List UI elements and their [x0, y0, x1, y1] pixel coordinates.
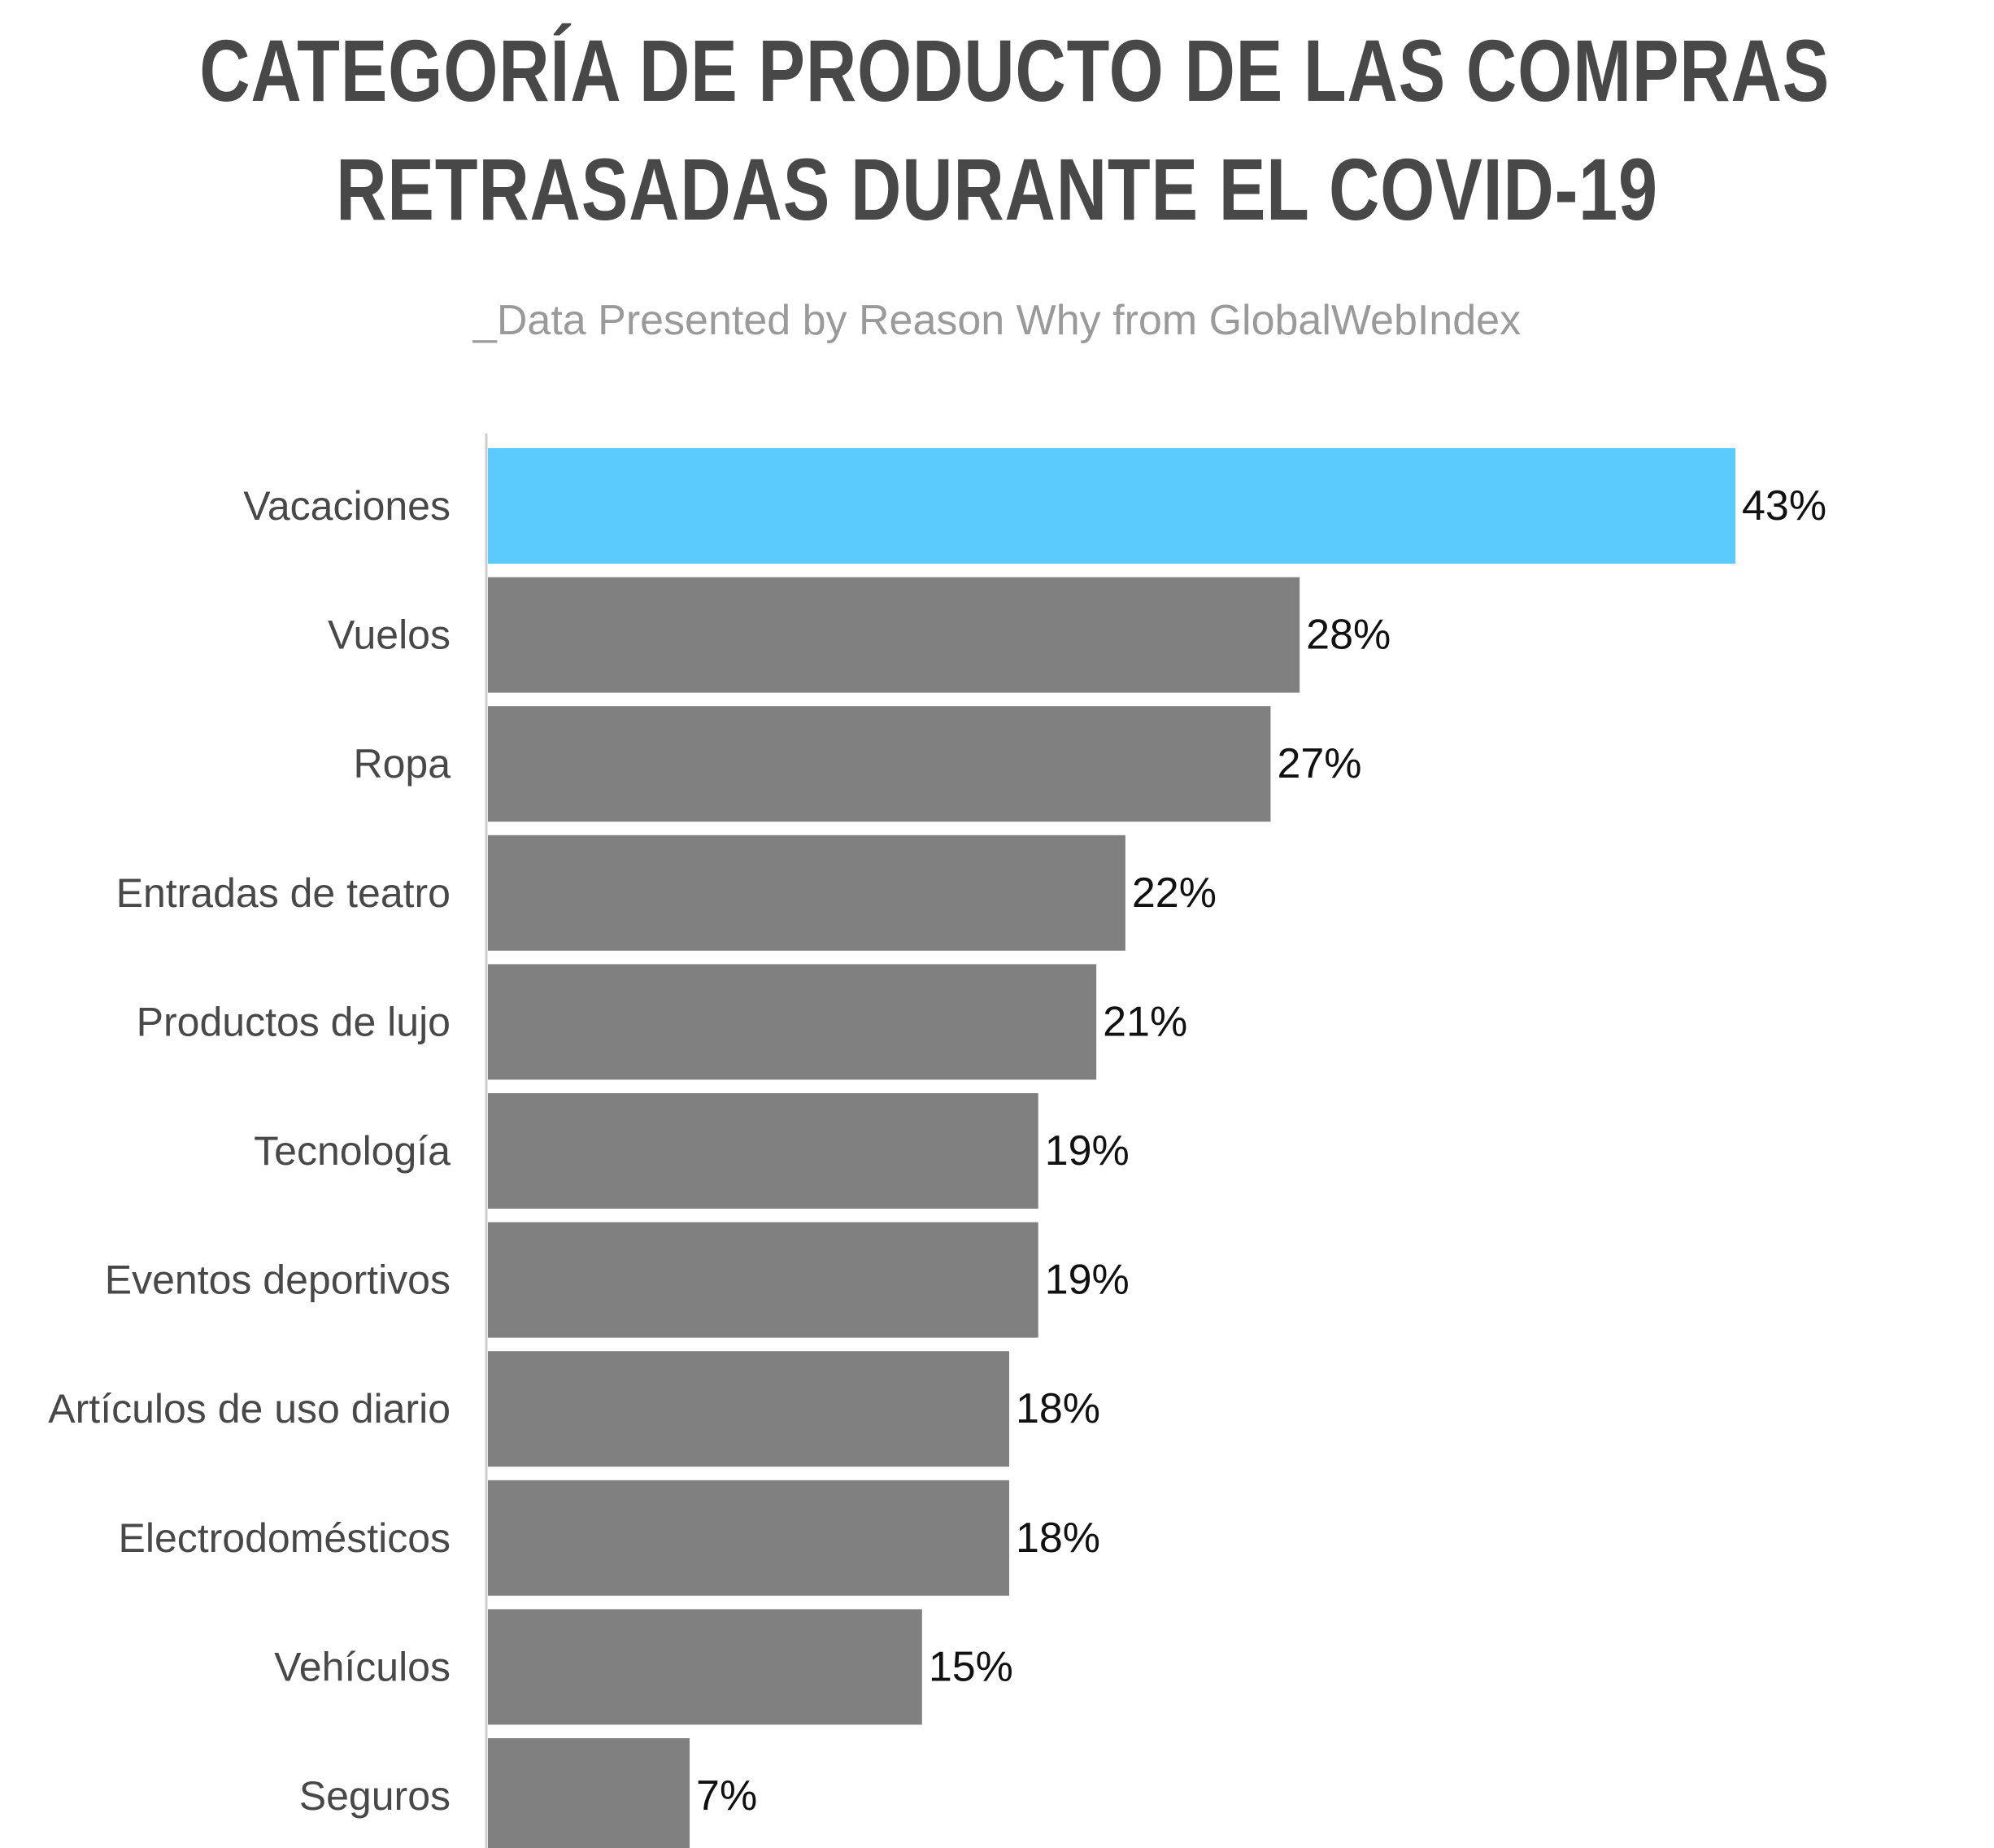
value-label: 18% [1016, 1385, 1100, 1432]
value-label: 43% [1742, 482, 1826, 530]
value-label: 27% [1277, 740, 1361, 787]
bar [488, 706, 1271, 822]
category-label: Vuelos [328, 612, 451, 658]
bar [488, 1093, 1038, 1209]
category-label: Electrodomésticos [119, 1515, 451, 1561]
bar [488, 1738, 690, 1848]
bar [488, 577, 1300, 693]
category-label: Vehículos [274, 1644, 451, 1689]
value-label: 19% [1045, 1257, 1130, 1304]
value-label: 15% [929, 1643, 1013, 1690]
value-label: 22% [1132, 870, 1217, 917]
category-label: Tecnología [254, 1128, 451, 1174]
bar [488, 448, 1735, 564]
bar [488, 1480, 1009, 1596]
category-label: Vacaciones [243, 483, 451, 529]
bar [488, 964, 1097, 1080]
chart-title-line-1: CATEGORÍA DE PRODUCTO DE LAS COMPRAS [199, 21, 1831, 120]
value-label: 7% [696, 1772, 757, 1820]
category-label: Entradas de teatro [116, 870, 451, 916]
value-label: 21% [1103, 998, 1187, 1045]
value-label: 28% [1306, 612, 1391, 659]
category-label: Seguros [299, 1773, 451, 1819]
bar [488, 835, 1125, 951]
chart-title-line-2: RETRASADAS DURANTE EL COVID-19 [336, 140, 1658, 238]
bar [488, 1222, 1038, 1338]
category-label: Productos de lujo [137, 999, 451, 1044]
chart-subtitle: _Data Presented by Reason Why from Globa… [472, 297, 1522, 344]
category-label: Ropa [353, 741, 451, 787]
category-label: Eventos deportivos [105, 1257, 451, 1303]
bar [488, 1351, 1009, 1467]
category-label: Artículos de uso diario [48, 1386, 451, 1432]
value-label: 19% [1045, 1127, 1130, 1175]
value-label: 18% [1016, 1515, 1100, 1562]
bar [488, 1609, 922, 1725]
